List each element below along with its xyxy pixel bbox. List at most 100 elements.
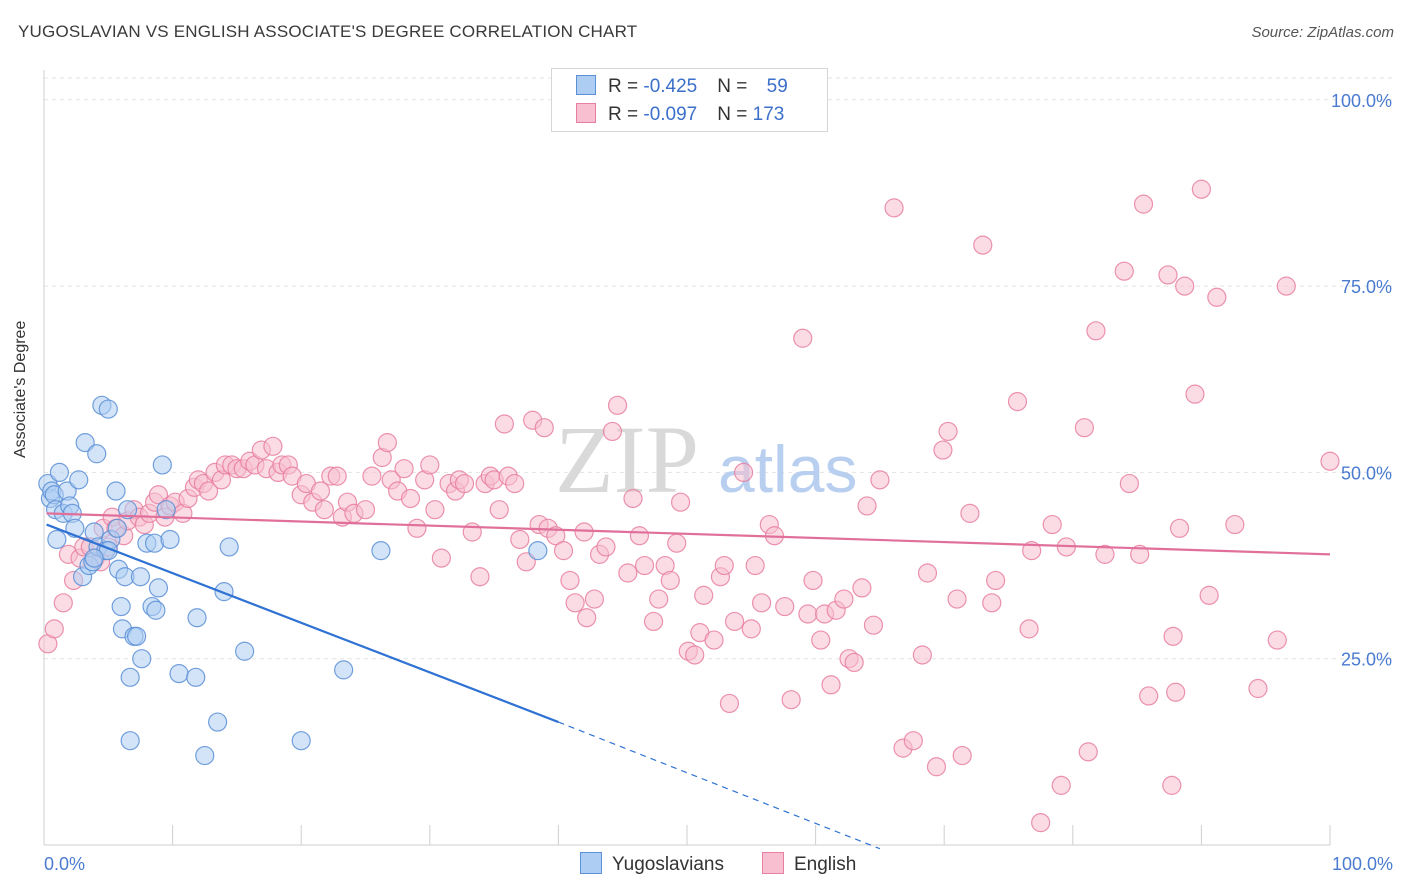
yugoslavian-point [169, 664, 189, 684]
english-point [53, 593, 73, 613]
english-point [1162, 775, 1182, 795]
english-point [1320, 451, 1340, 471]
english-point [148, 485, 169, 505]
english-point [1185, 384, 1205, 404]
english-point [982, 593, 1002, 613]
english-point [724, 611, 745, 632]
yugoslavian-point [84, 548, 104, 568]
english-point [1051, 775, 1071, 795]
english-point [634, 555, 655, 576]
english-point [1022, 541, 1042, 561]
english-point [844, 652, 864, 673]
yugoslavian-point [120, 667, 140, 687]
yugoslavian-point [214, 582, 234, 602]
y-tick-label: 75.0% [1341, 277, 1392, 297]
english-point [1007, 392, 1028, 412]
tick-labels: 100.0% 75.0% 50.0% 25.0% 0.0% 100.0% [44, 91, 1393, 874]
yugoslavian-point [117, 500, 138, 520]
english-point [546, 526, 566, 546]
legend-row-yugoslavians: R = -0.425 N = 59 [576, 75, 788, 98]
english-point [362, 466, 382, 486]
english-point [751, 593, 772, 613]
yugoslavian-point [146, 600, 166, 620]
english-point [903, 731, 923, 751]
english-point [310, 481, 331, 501]
english-point [667, 533, 687, 553]
english-point [660, 570, 680, 591]
yugoslavian-point [334, 660, 354, 680]
legend-swatch-pink [576, 103, 596, 123]
y-axis-label: Associate's Degree [12, 320, 29, 458]
y-tick-label: 100.0% [1331, 91, 1392, 111]
yugoslavian-point [208, 712, 228, 732]
english-point [454, 473, 475, 494]
english-point [704, 630, 724, 650]
english-point [926, 757, 947, 777]
english-point [733, 462, 754, 483]
english-point [1133, 194, 1154, 214]
english-point [803, 570, 823, 591]
english-point [719, 693, 740, 714]
yugoslavian-point [75, 432, 95, 453]
english-point [670, 492, 691, 512]
yugoslavian-point [187, 608, 207, 628]
yugoslavian-points [38, 395, 548, 766]
english-points [38, 179, 1340, 833]
english-point [952, 745, 972, 766]
english-point [793, 328, 813, 348]
yugoslavian-point [235, 641, 255, 661]
english-point [1163, 626, 1183, 646]
legend-item-yugoslavians: Yugoslavians [580, 852, 724, 876]
english-point [852, 578, 872, 598]
english-point [1130, 544, 1150, 564]
english-point [694, 585, 714, 605]
english-point [553, 541, 574, 561]
english-point [775, 596, 795, 617]
english-point [834, 589, 854, 609]
watermark: ZIP atlas [555, 406, 857, 513]
legend-item-english: English [762, 852, 856, 876]
english-point [1139, 686, 1159, 706]
yugoslavian-trend-line [46, 523, 559, 724]
english-point [623, 488, 643, 509]
yugoslavian-point [528, 541, 548, 561]
y-tick-label: 50.0% [1341, 463, 1392, 483]
yugoslavian-point [107, 518, 127, 538]
axes [43, 70, 1331, 846]
yugoslavian-trend-extension [558, 721, 881, 850]
english-point [199, 481, 219, 501]
english-point [912, 645, 932, 665]
yugoslavian-point [371, 541, 391, 561]
yugoslavian-point [111, 596, 131, 617]
yugoslavian-point [291, 731, 311, 751]
english-point [649, 589, 669, 609]
english-point [917, 563, 938, 583]
x-tick-label: 100.0% [1332, 854, 1393, 874]
english-point [489, 500, 509, 520]
english-point [516, 552, 536, 572]
english-point [870, 470, 890, 490]
english-point [618, 563, 638, 583]
yugoslavian-point [98, 399, 118, 419]
english-point [857, 496, 877, 516]
english-point [1166, 682, 1186, 702]
english-point [425, 500, 445, 520]
trend-lines [46, 512, 1331, 850]
english-trend-line [46, 512, 1331, 556]
yugoslavian-point [152, 455, 172, 475]
chart-source: Source: ZipAtlas.com [1251, 24, 1394, 41]
english-point [1175, 276, 1195, 296]
english-point [470, 567, 490, 587]
english-point [798, 604, 818, 624]
english-point [1031, 813, 1051, 833]
yugoslavian-point [69, 470, 89, 490]
yugoslavian-point [87, 444, 107, 464]
legend-swatch-english [762, 852, 784, 874]
yugoslavian-point [120, 731, 140, 751]
english-point [1042, 514, 1062, 535]
english-point [574, 522, 594, 542]
english-point [1248, 678, 1268, 699]
english-point [1078, 742, 1098, 762]
english-point [355, 500, 376, 520]
